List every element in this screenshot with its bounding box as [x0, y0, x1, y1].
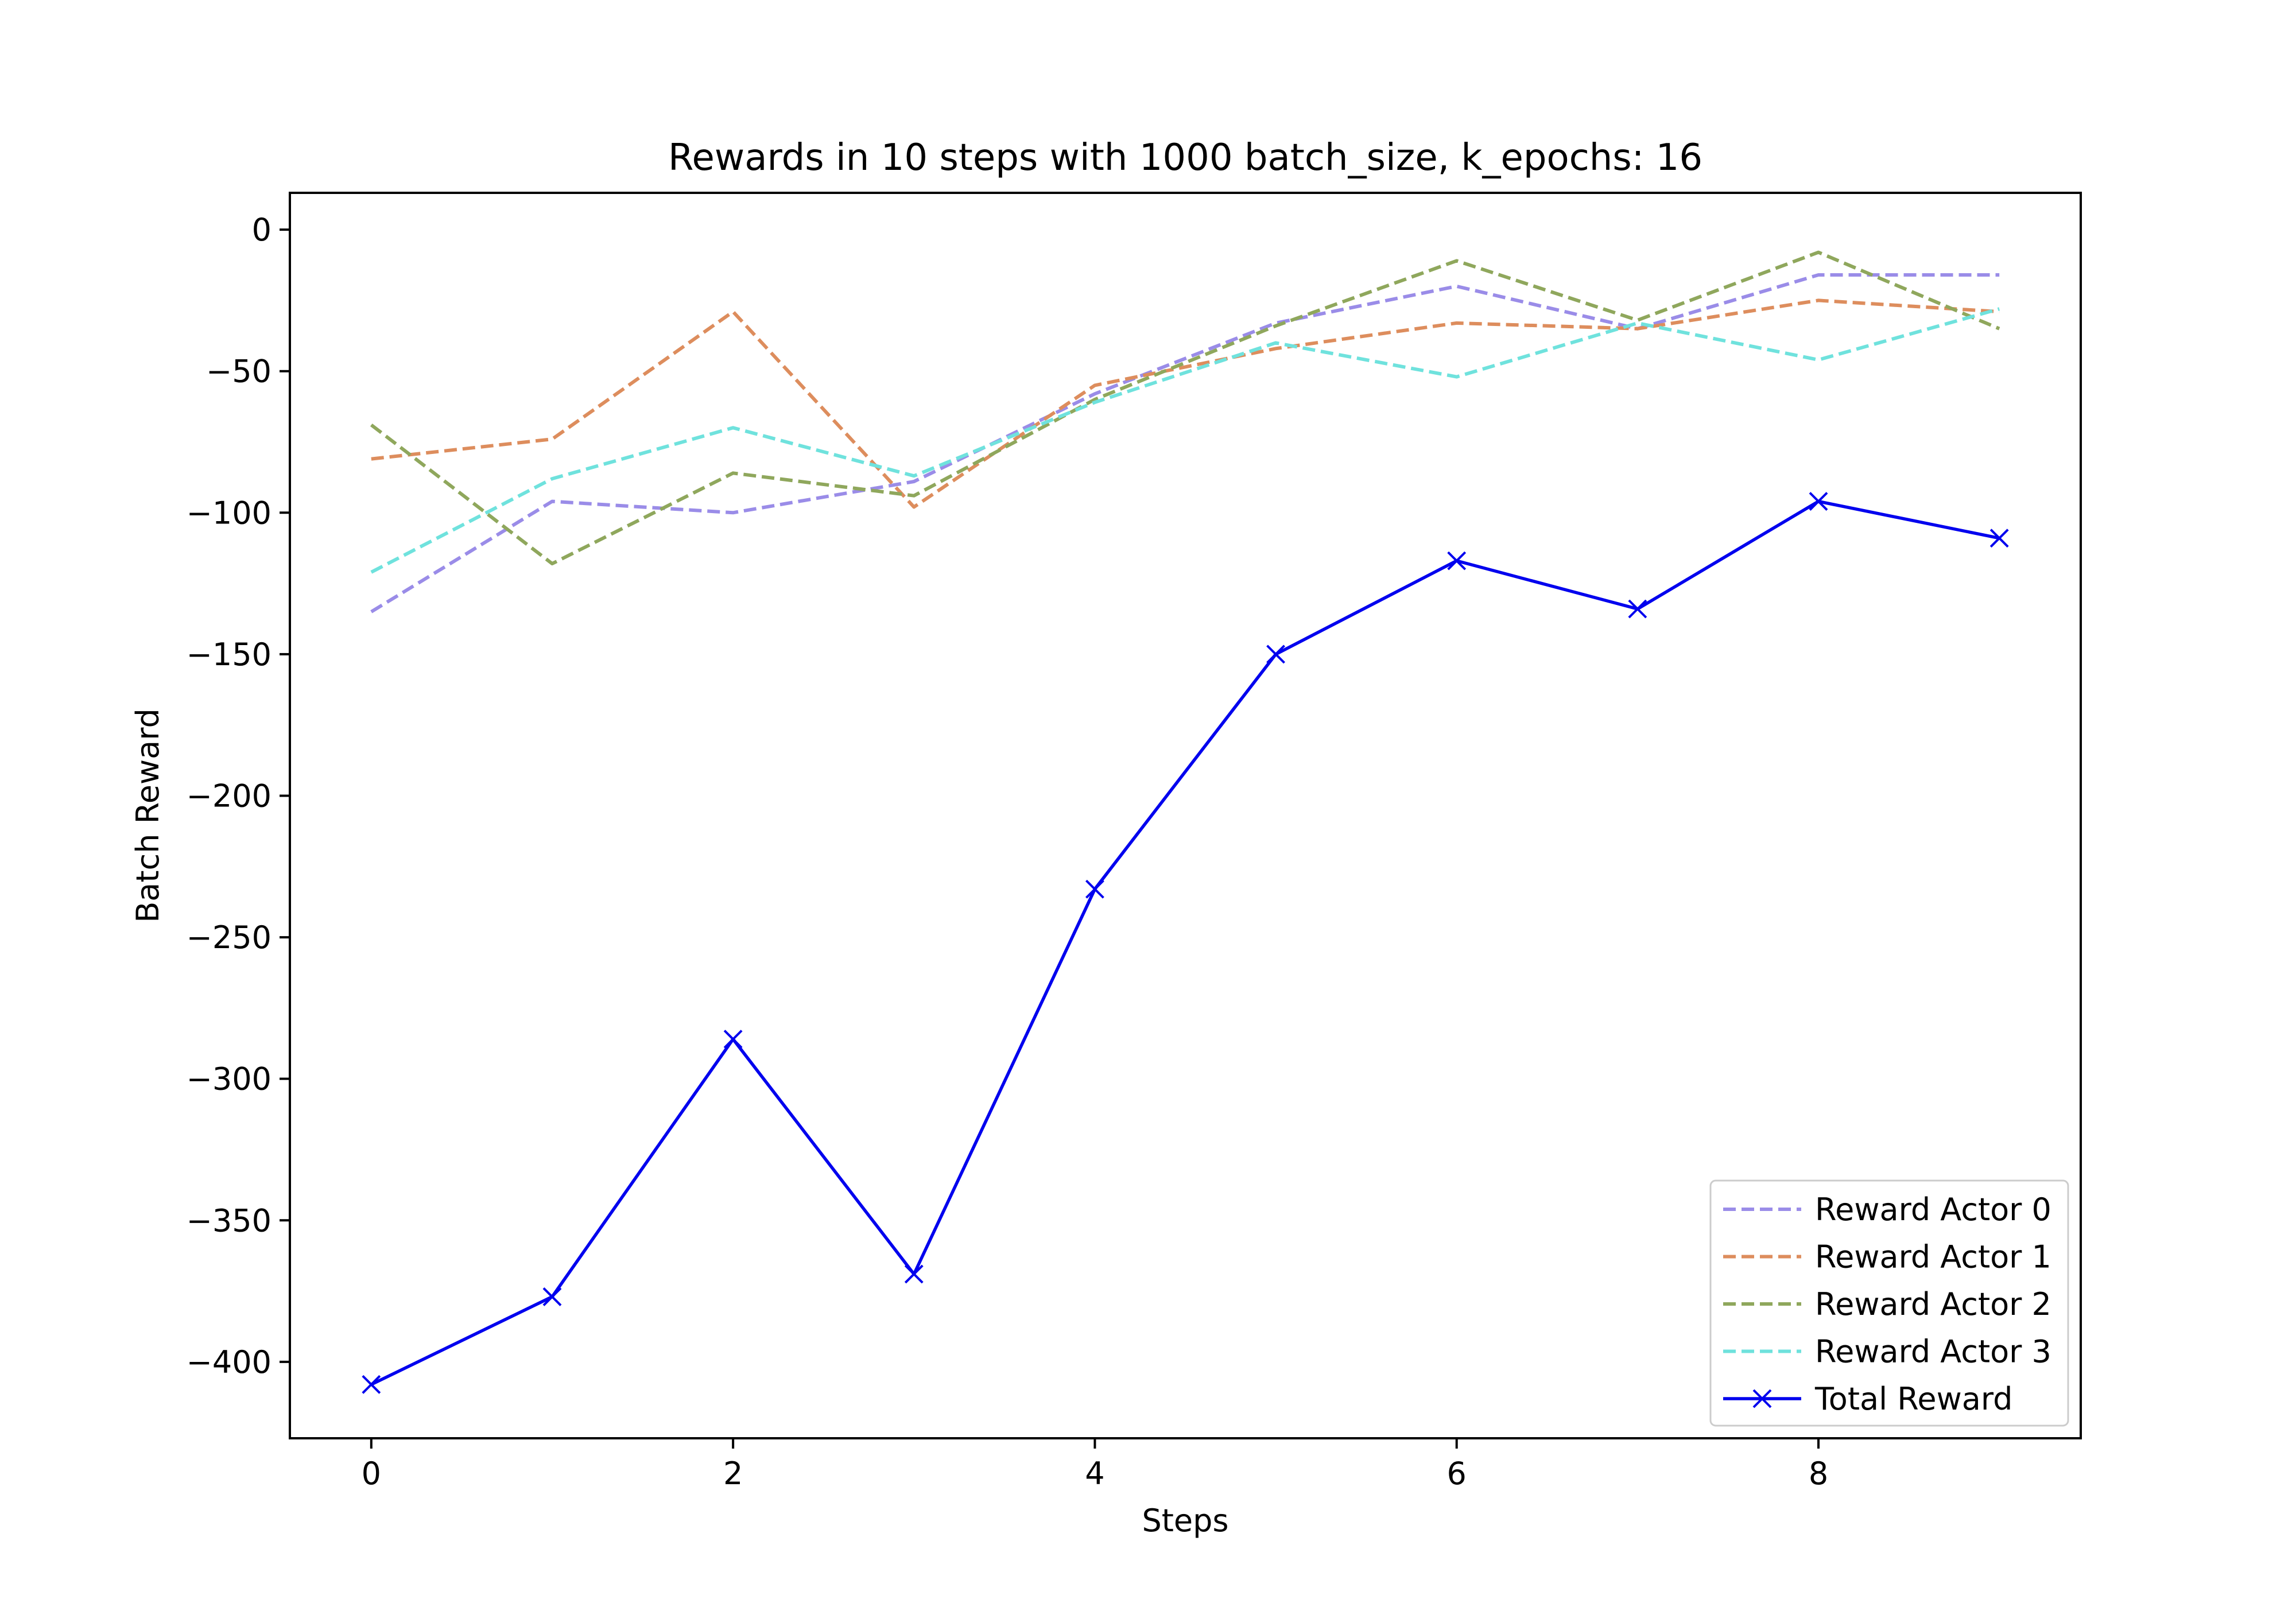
y-tick-label: −250 [187, 919, 272, 956]
x-tick-label: 4 [1085, 1455, 1104, 1492]
legend-label-reward-actor-0: Reward Actor 0 [1815, 1191, 2051, 1228]
axis-ticks: 0 2 4 6 8 0 −50 −100 −150 −200 −250 −300 −350 −400 [187, 212, 1829, 1492]
legend-box [1709, 1179, 2069, 1427]
y-axis-label: Batch Reward [130, 708, 166, 923]
total-reward-marker [904, 1264, 924, 1284]
y-tick-label: −50 [206, 354, 272, 390]
y-tick-label: −300 [187, 1061, 272, 1097]
total-reward-marker [1989, 529, 2009, 548]
y-tick-label: −100 [187, 495, 272, 531]
axes-frame [289, 192, 2082, 1439]
legend: Reward Actor 0 Reward Actor 1 Reward Actor… [1709, 1179, 2069, 1427]
chart-title: Rewards in 10 steps with 1000 batch_size… [668, 137, 1702, 179]
total-reward-marker [362, 1375, 381, 1394]
total-reward-marker [723, 1030, 743, 1049]
total-reward-marker [1628, 599, 1647, 619]
legend-label-reward-actor-1: Reward Actor 1 [1815, 1239, 2051, 1275]
x-tick-label: 8 [1809, 1455, 1828, 1492]
y-tick-label: −200 [187, 778, 272, 814]
legend-label-reward-actor-2: Reward Actor 2 [1815, 1286, 2051, 1322]
x-axis-label: Steps [1142, 1503, 1228, 1539]
legend-label-reward-actor-3: Reward Actor 3 [1815, 1334, 2051, 1370]
total-reward-marker [542, 1287, 562, 1306]
reward-actor-3-line [370, 307, 2000, 574]
total-reward-marker [1809, 492, 1828, 511]
plot-area [362, 250, 2009, 1394]
x-tick-label: 2 [723, 1455, 743, 1492]
y-tick-label: −400 [187, 1344, 272, 1380]
y-tick-label: −150 [187, 636, 272, 673]
x-tick-label: 6 [1447, 1455, 1467, 1492]
reward-actor-1-line [371, 298, 2000, 509]
y-tick-label: 0 [252, 212, 272, 248]
reward-actor-2-line [370, 250, 2000, 566]
total-reward-marker [1266, 645, 1285, 664]
total-reward-line [370, 499, 2000, 1386]
reward-actor-0-line [370, 273, 2000, 614]
legend-label-total-reward: Total Reward [1814, 1381, 2012, 1417]
total-reward-marker [1085, 879, 1104, 899]
total-reward-marker [1447, 551, 1467, 570]
y-tick-label: −350 [187, 1202, 272, 1239]
legend-marker-total-reward [1752, 1389, 1772, 1408]
x-tick-label: 0 [362, 1455, 381, 1492]
